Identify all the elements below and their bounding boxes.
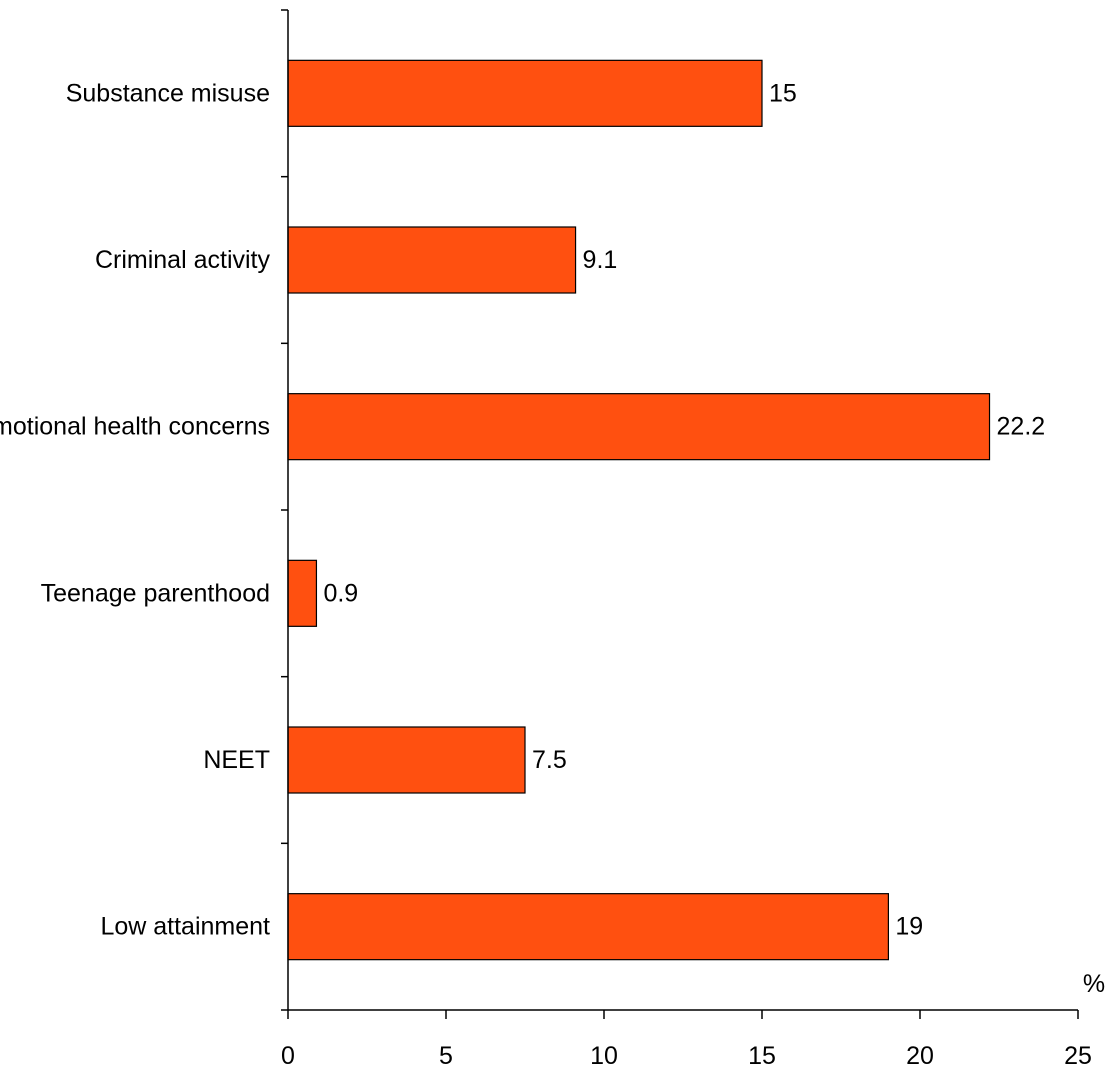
- category-label: Low attainment: [100, 913, 270, 941]
- x-tick-label: 15: [748, 1042, 776, 1070]
- category-label: Criminal activity: [95, 246, 271, 274]
- value-label: 7.5: [532, 746, 567, 774]
- bar-2: [287, 226, 577, 294]
- bar-1: [287, 59, 763, 127]
- x-tick-label: 0: [281, 1042, 295, 1070]
- category-label: NEET: [203, 746, 270, 774]
- labels-layer: Substance misuse 15 Criminal activity 9.1 Em…: [0, 79, 1092, 1070]
- value-label: 15: [769, 79, 797, 107]
- axes-layer: [281, 9, 1079, 1019]
- x-axis-unit-label: %: [1083, 970, 1105, 998]
- category-label: Emotional health concerns: [0, 413, 270, 441]
- value-label: 22.2: [997, 413, 1046, 441]
- x-tick-label: 10: [590, 1042, 618, 1070]
- value-label: 9.1: [583, 246, 618, 274]
- category-label: Substance misuse: [66, 79, 270, 107]
- bar-4: [287, 559, 318, 627]
- bar-6: [287, 893, 890, 961]
- bar-5: [287, 726, 526, 794]
- x-tick-label: 25: [1064, 1042, 1092, 1070]
- bar-3: [287, 393, 991, 461]
- value-label: 19: [895, 913, 923, 941]
- category-label: Teenage parenthood: [41, 579, 270, 607]
- value-label: 0.9: [323, 579, 358, 607]
- x-tick-label: 5: [439, 1042, 453, 1070]
- bars-layer: [287, 59, 991, 961]
- x-tick-label: 20: [906, 1042, 934, 1070]
